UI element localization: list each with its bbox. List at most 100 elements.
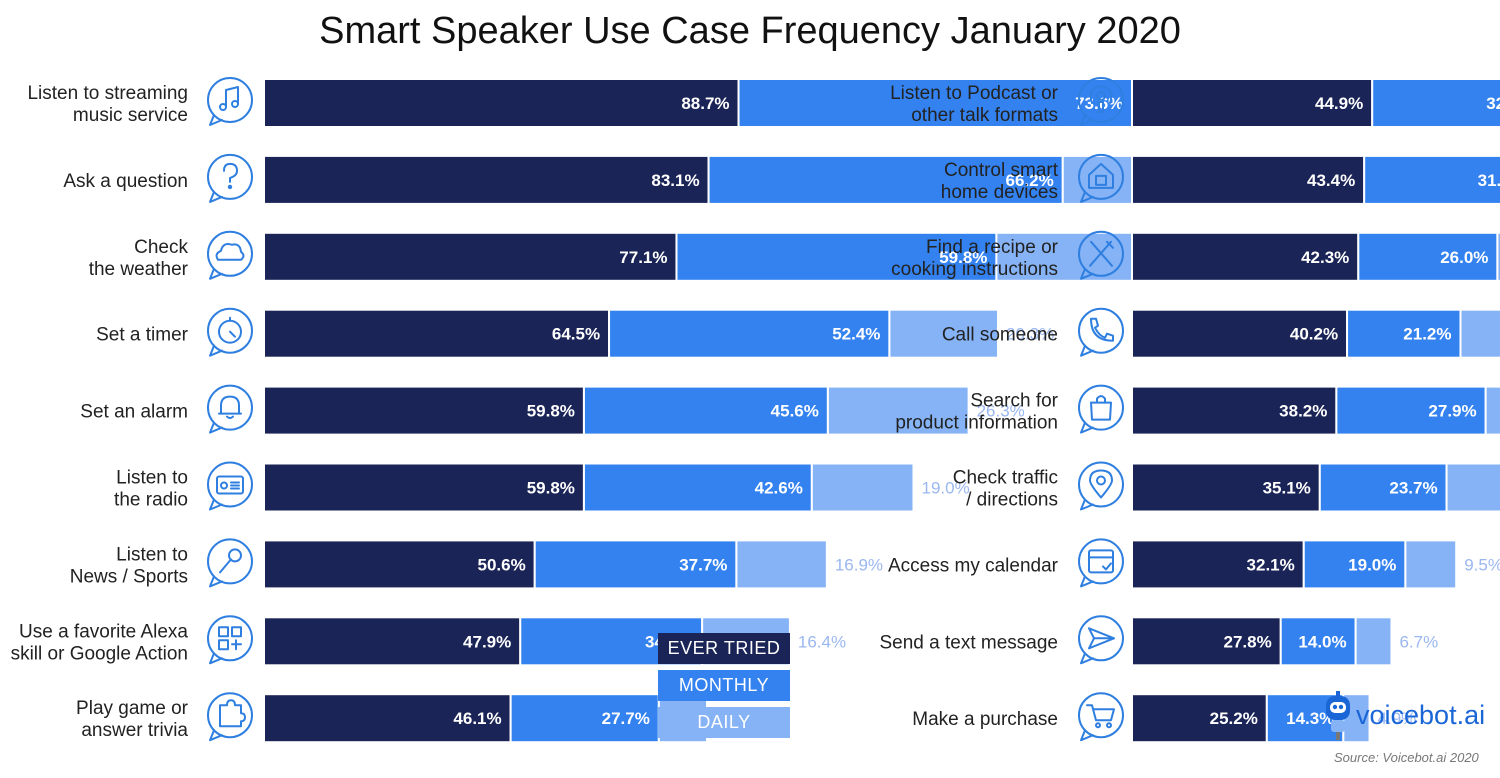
app-grid-icon — [207, 615, 253, 665]
bar-monthly — [1371, 78, 1500, 128]
value-label-daily: 26.3% — [977, 402, 1025, 421]
category-label: Play game or — [76, 698, 189, 719]
value-label-ever-tried: 32.1% — [1247, 555, 1295, 574]
bar-daily — [735, 539, 828, 590]
category-label: other talk formats — [911, 105, 1058, 126]
category-label: music service — [73, 105, 188, 126]
value-label-ever-tried: 40.2% — [1290, 325, 1338, 344]
question-icon — [207, 153, 253, 203]
value-label-monthly: 14.0% — [1298, 632, 1346, 651]
bar-ever-tried — [263, 539, 536, 590]
bar-ever-tried — [1131, 231, 1360, 282]
smart-home-icon — [1078, 153, 1124, 203]
bar-monthly — [1363, 154, 1500, 205]
music-note-icon — [207, 77, 253, 126]
bar-daily — [1496, 231, 1500, 282]
utensils-icon — [1078, 230, 1124, 280]
send-icon — [1078, 615, 1124, 665]
bar-ever-tried — [263, 308, 611, 359]
bar-monthly — [707, 154, 1064, 205]
bar-daily — [1484, 385, 1500, 436]
value-label-daily: 9.5% — [1464, 555, 1500, 574]
chart-title: Smart Speaker Use Case Frequency January… — [319, 10, 1181, 52]
value-label-monthly: 32.0% — [1486, 94, 1500, 113]
bar-ever-tried — [1131, 385, 1338, 436]
value-label-monthly: 37.7% — [679, 555, 727, 574]
bar-ever-tried — [1131, 616, 1282, 667]
category-label: News / Sports — [70, 566, 188, 587]
value-label-daily: 16.4% — [798, 632, 846, 651]
map-pin-icon — [1078, 461, 1124, 511]
bar-monthly — [608, 308, 891, 359]
value-label-daily: 19.0% — [921, 479, 969, 498]
value-label-monthly: 14.3% — [1286, 709, 1334, 728]
value-label-monthly: 27.9% — [1428, 402, 1476, 421]
bar-monthly — [533, 539, 738, 590]
chart-row: Set a timer 64.5% 52.4% 20.3% — [96, 307, 1054, 359]
value-label-ever-tried: 42.3% — [1301, 248, 1349, 267]
bar-ever-tried — [263, 154, 710, 205]
podcast-icon — [1078, 77, 1124, 126]
value-label-ever-tried: 43.4% — [1307, 171, 1355, 190]
bar-daily — [1404, 539, 1458, 590]
value-label-daily: 4.9% — [1378, 709, 1417, 728]
radio-icon — [207, 461, 253, 511]
shopping-bag-icon — [1078, 384, 1124, 434]
category-label: the radio — [114, 490, 188, 511]
category-label: Listen to — [116, 468, 188, 489]
brand-name: voicebot.ai — [1356, 700, 1486, 730]
category-label: skill or Google Action — [11, 643, 188, 664]
puzzle-icon — [207, 692, 253, 742]
bar-daily — [826, 385, 970, 436]
category-label: Find a recipe or — [926, 237, 1059, 258]
bar-daily — [888, 308, 1000, 359]
value-label-ever-tried: 88.7% — [681, 94, 729, 113]
value-label-ever-tried: 59.8% — [527, 479, 575, 498]
value-label-ever-tried: 47.9% — [463, 632, 511, 651]
bar-monthly — [1335, 385, 1487, 436]
value-label-ever-tried: 35.1% — [1263, 479, 1311, 498]
value-label-ever-tried: 46.1% — [453, 709, 501, 728]
bar-monthly — [1279, 616, 1357, 667]
legend-ever-tried: EVER TRIED — [658, 633, 790, 664]
category-label: Set an alarm — [80, 402, 188, 423]
bar-daily — [1459, 308, 1500, 359]
bar-ever-tried — [263, 616, 522, 667]
value-label-monthly: 26.0% — [1440, 248, 1488, 267]
bar-daily — [1445, 462, 1500, 513]
value-label-monthly: 59.8% — [939, 248, 987, 267]
value-label-monthly: 42.6% — [755, 479, 803, 498]
bar-ever-tried — [263, 693, 512, 744]
category-label: Listen to streaming — [27, 83, 188, 104]
timer-icon — [207, 307, 253, 357]
legend-monthly: MONTHLY — [658, 670, 790, 701]
value-label-monthly: 21.2% — [1403, 325, 1451, 344]
calendar-icon — [1078, 538, 1124, 588]
bar-monthly — [675, 231, 998, 282]
category-label: Check traffic — [953, 468, 1058, 489]
bar-daily — [810, 462, 915, 513]
category-label: cooking instructions — [891, 259, 1058, 280]
category-label: product information — [895, 413, 1058, 434]
chart-row: Access my calendar 32.1% 19.0% 9.5% — [888, 538, 1500, 590]
microphone-icon — [207, 538, 253, 588]
legend-daily: DAILY — [658, 707, 790, 738]
cart-icon — [1078, 692, 1124, 742]
category-label: Listen to Podcast or — [890, 83, 1059, 104]
category-label: / directions — [966, 490, 1058, 511]
value-label-ever-tried: 77.1% — [619, 248, 667, 267]
value-label-ever-tried: 25.2% — [1210, 709, 1258, 728]
value-label-monthly: 31.9% — [1478, 171, 1500, 190]
category-label: Control smart — [944, 160, 1059, 181]
value-label-monthly: 19.0% — [1348, 555, 1396, 574]
value-label-ever-tried: 59.8% — [527, 402, 575, 421]
value-label-ever-tried: 38.2% — [1279, 402, 1327, 421]
value-label-ever-tried: 50.6% — [478, 555, 526, 574]
